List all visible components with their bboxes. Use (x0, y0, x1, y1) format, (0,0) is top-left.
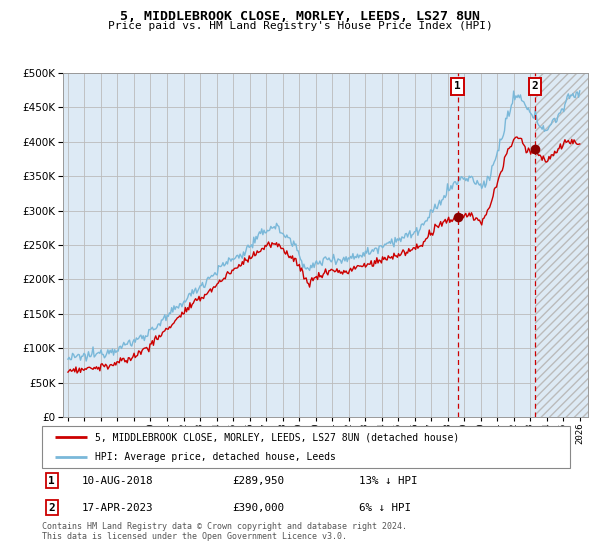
Text: £390,000: £390,000 (232, 502, 284, 512)
Text: 10-AUG-2018: 10-AUG-2018 (82, 476, 153, 486)
Text: Price paid vs. HM Land Registry's House Price Index (HPI): Price paid vs. HM Land Registry's House … (107, 21, 493, 31)
Text: £289,950: £289,950 (232, 476, 284, 486)
Text: 2: 2 (532, 81, 538, 91)
Text: 17-APR-2023: 17-APR-2023 (82, 502, 153, 512)
Text: 13% ↓ HPI: 13% ↓ HPI (359, 476, 418, 486)
Text: Contains HM Land Registry data © Crown copyright and database right 2024.
This d: Contains HM Land Registry data © Crown c… (42, 522, 407, 542)
FancyBboxPatch shape (42, 426, 570, 468)
Text: 2: 2 (49, 502, 55, 512)
Text: 6% ↓ HPI: 6% ↓ HPI (359, 502, 411, 512)
Text: 5, MIDDLEBROOK CLOSE, MORLEY, LEEDS, LS27 8UN: 5, MIDDLEBROOK CLOSE, MORLEY, LEEDS, LS2… (120, 10, 480, 23)
Text: 1: 1 (49, 476, 55, 486)
Text: HPI: Average price, detached house, Leeds: HPI: Average price, detached house, Leed… (95, 452, 335, 462)
Text: 1: 1 (454, 81, 461, 91)
Text: 5, MIDDLEBROOK CLOSE, MORLEY, LEEDS, LS27 8UN (detached house): 5, MIDDLEBROOK CLOSE, MORLEY, LEEDS, LS2… (95, 432, 459, 442)
Bar (535, 73, 588, 417)
